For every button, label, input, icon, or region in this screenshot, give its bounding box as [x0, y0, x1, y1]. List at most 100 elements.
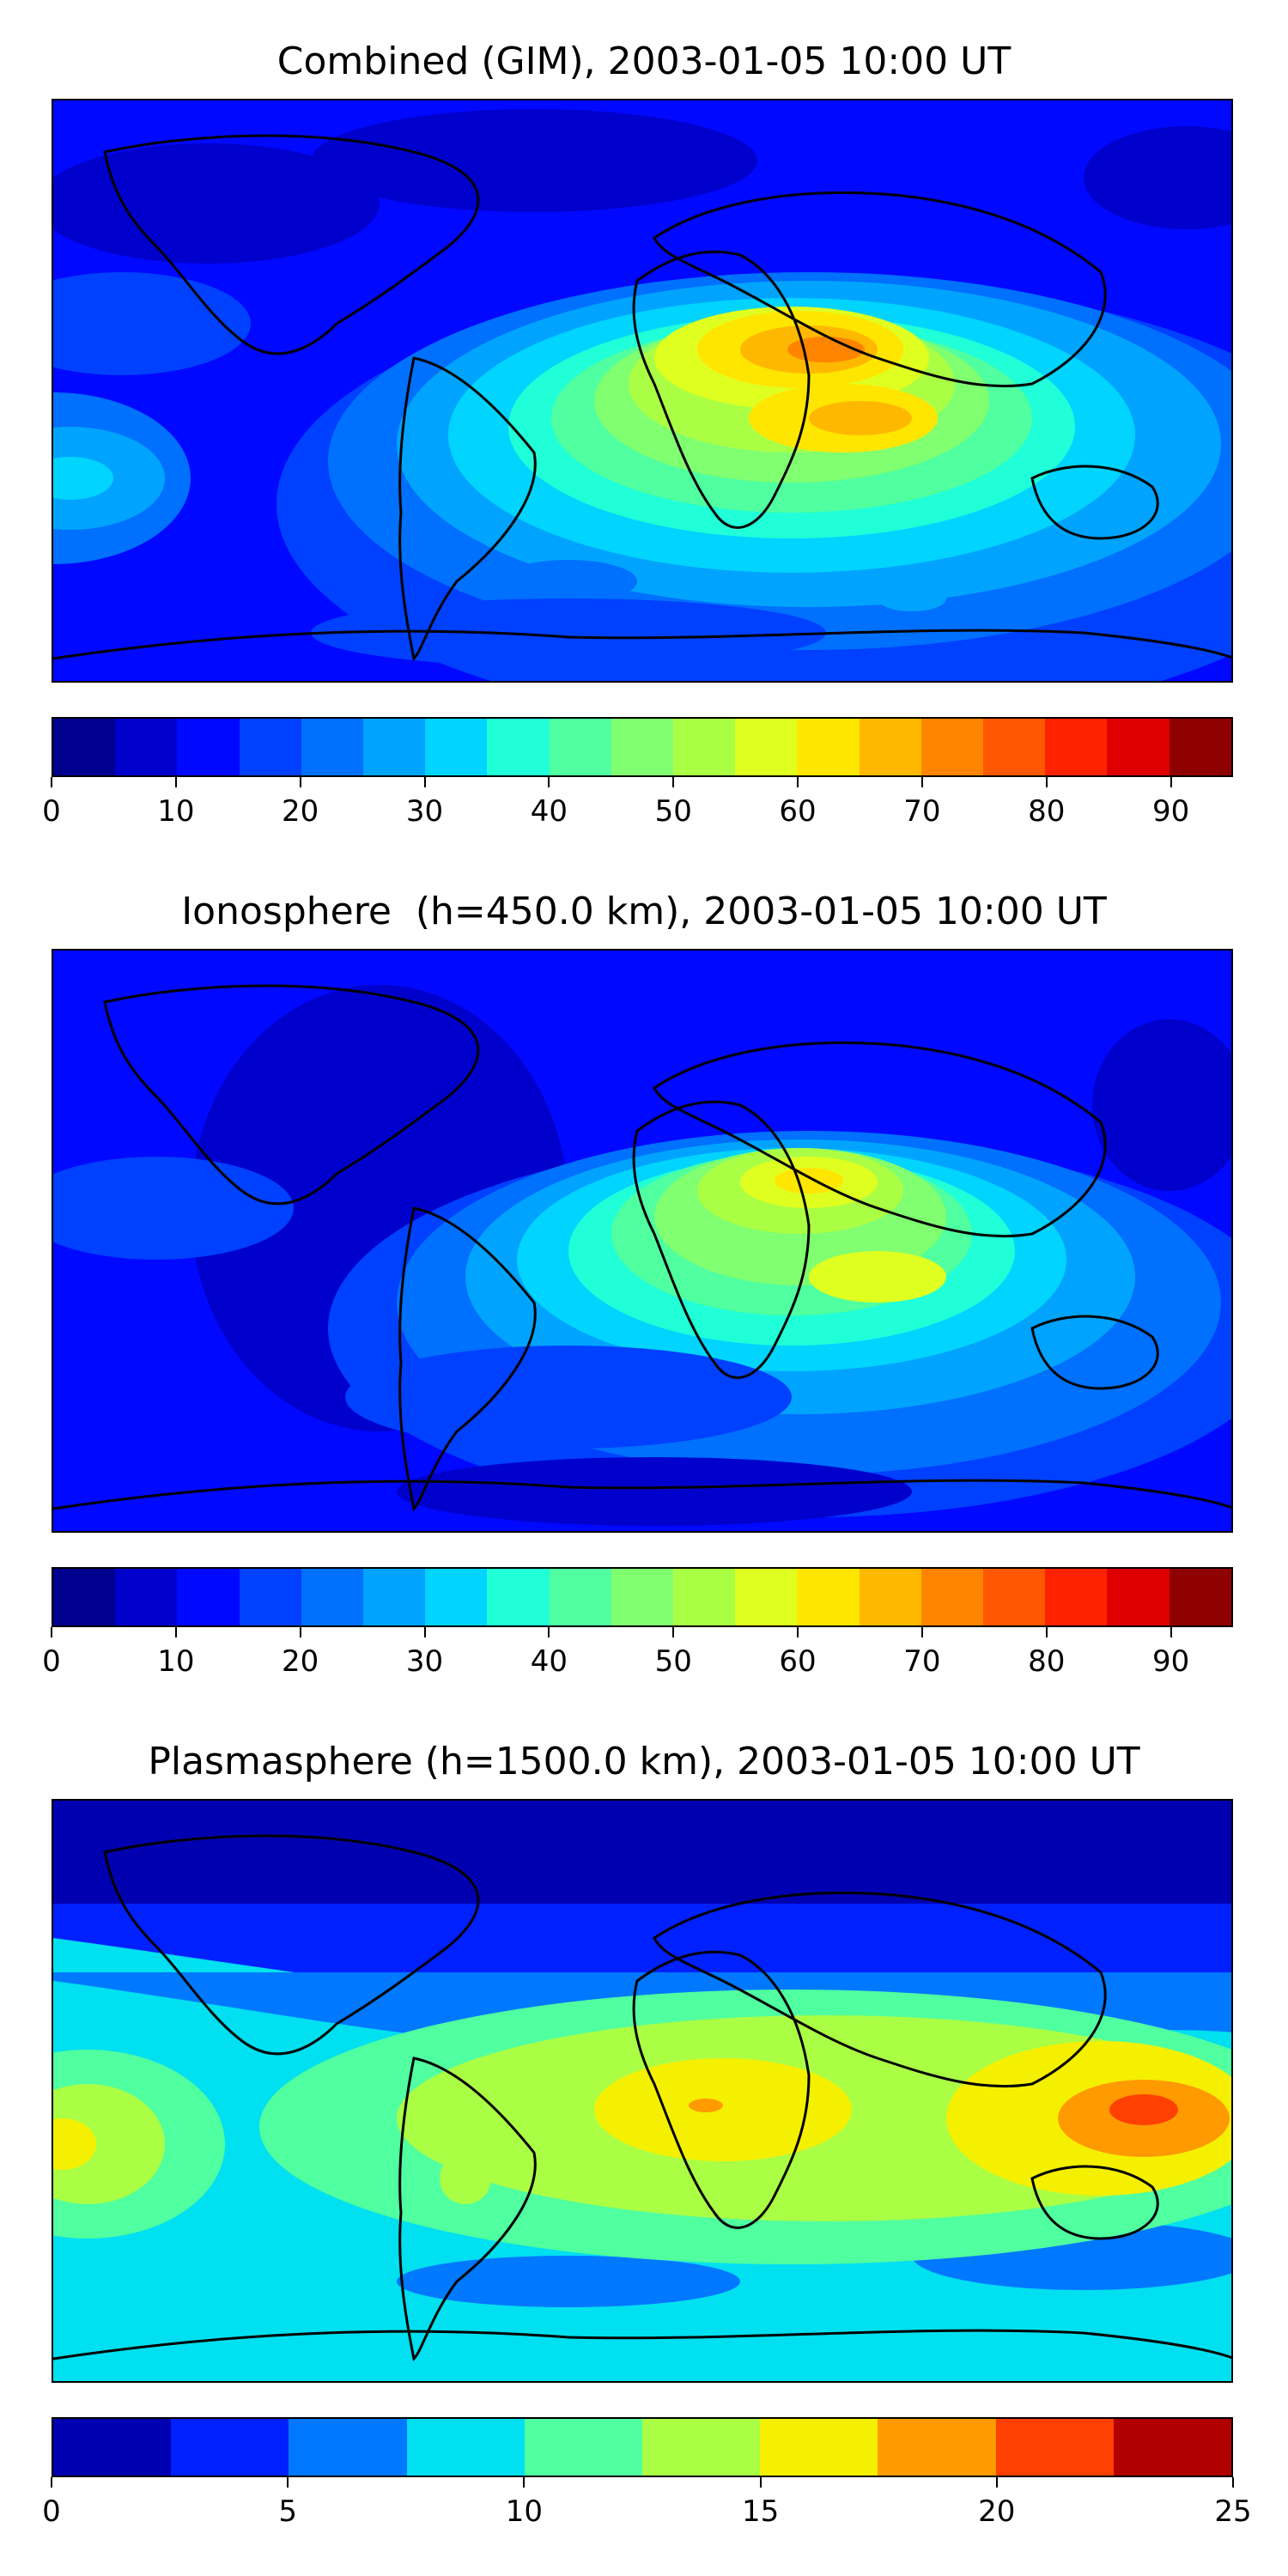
panel-2-map	[52, 949, 1233, 1533]
colorbar-tick	[548, 777, 550, 787]
colorbar-swatch	[859, 719, 921, 775]
colorbar-swatch	[1169, 719, 1231, 775]
panel-3-colorbar	[52, 2417, 1233, 2477]
colorbar-tick	[995, 2477, 998, 2488]
colorbar-swatch	[735, 1569, 798, 1625]
colorbar-tick-label: 80	[1028, 794, 1066, 829]
colorbar-swatch	[53, 1569, 116, 1625]
colorbar-tick	[1045, 777, 1048, 787]
colorbar-tick-label: 60	[779, 1644, 817, 1679]
colorbar-tick-label: 50	[654, 794, 692, 829]
colorbar-swatch	[1107, 1569, 1170, 1625]
colorbar-tick	[174, 1627, 177, 1637]
panel-2-colorbar	[52, 1567, 1233, 1627]
colorbar-swatch	[289, 2419, 407, 2476]
colorbar-swatch	[171, 2419, 289, 2476]
colorbar-swatch	[641, 2419, 761, 2476]
colorbar-tick	[523, 2477, 526, 2488]
colorbar-tick-label: 50	[654, 1644, 692, 1679]
colorbar-tick-label: 0	[42, 1644, 61, 1679]
panel-3-colorbar-ticks: 0 5 10 15 20 25	[42, 2477, 1252, 2529]
colorbar-tick	[672, 777, 675, 787]
colorbar-swatch	[983, 719, 1046, 775]
colorbar-swatch	[425, 1569, 488, 1625]
colorbar-tick	[548, 1627, 550, 1637]
colorbar-tick-label: 20	[978, 2494, 1016, 2529]
colorbar-swatch	[878, 2419, 996, 2476]
colorbar-swatch	[301, 719, 364, 775]
panel-3-coastlines	[53, 1834, 1231, 2362]
panel-1-colorbar	[52, 717, 1233, 777]
colorbar-tick	[51, 1627, 52, 1637]
colorbar-tick	[51, 2477, 52, 2488]
colorbar-tick	[797, 777, 799, 787]
colorbar-tick	[299, 777, 301, 787]
colorbar-swatch	[239, 1569, 301, 1625]
colorbar-tick	[672, 1627, 675, 1637]
colorbar-swatch	[487, 1569, 550, 1625]
colorbar-swatch	[53, 2419, 172, 2476]
colorbar-swatch	[1045, 1569, 1108, 1625]
colorbar-swatch	[797, 1569, 860, 1625]
colorbar-tick-label: 5	[278, 2494, 298, 2529]
colorbar-tick	[174, 777, 177, 787]
panel-1-coastlines	[53, 134, 1231, 662]
colorbar-tick-label: 40	[530, 1644, 568, 1679]
colorbar-tick	[1170, 777, 1172, 787]
colorbar-swatch	[797, 719, 860, 775]
colorbar-tick-label: 70	[903, 794, 941, 829]
colorbar-swatch	[611, 1569, 674, 1625]
colorbar-swatch	[406, 2419, 525, 2476]
colorbar-tick-label: 0	[42, 794, 61, 829]
colorbar-swatch	[487, 719, 550, 775]
colorbar-swatch	[859, 1569, 921, 1625]
colorbar-tick-label: 70	[903, 1644, 941, 1679]
colorbar-swatch	[115, 719, 178, 775]
colorbar-swatch	[53, 719, 116, 775]
colorbar-tick-label: 0	[42, 2494, 61, 2529]
colorbar-swatch	[673, 719, 736, 775]
colorbar-tick	[423, 777, 426, 787]
colorbar-swatch	[995, 2419, 1114, 2476]
colorbar-swatch	[549, 1569, 611, 1625]
colorbar-swatch	[983, 1569, 1046, 1625]
colorbar-swatch	[177, 1569, 240, 1625]
colorbar-swatch	[524, 2419, 642, 2476]
colorbar-tick-label: 90	[1151, 794, 1190, 829]
panel-2-contour-plot	[53, 951, 1231, 1531]
colorbar-tick	[1170, 1627, 1172, 1637]
colorbar-swatch	[1107, 719, 1170, 775]
colorbar-tick	[920, 1627, 923, 1637]
panel-1-title: Combined (GIM), 2003-01-05 10:00 UT	[276, 39, 1012, 83]
colorbar-tick	[759, 2477, 762, 2488]
colorbar-swatch	[735, 719, 798, 775]
colorbar-tick-label: 20	[282, 794, 319, 829]
colorbar-tick-label: 90	[1151, 1644, 1190, 1679]
colorbar-tick-label: 60	[779, 794, 817, 829]
panel-1-colorbar-ticks: 0 10 20 30 40 50 60 70 80 90	[42, 777, 1233, 829]
colorbar-tick-label: 25	[1214, 2494, 1252, 2529]
panel-2-title: Ionosphere (h=450.0 km), 2003-01-05 10:0…	[181, 890, 1107, 933]
colorbar-swatch	[239, 719, 301, 775]
colorbar-swatch	[363, 719, 426, 775]
panel-3-contour-plot	[53, 1801, 1231, 2381]
colorbar-swatch	[177, 719, 240, 775]
panel-1-map	[52, 99, 1233, 683]
colorbar-tick-label: 10	[157, 1644, 195, 1679]
colorbar-tick-label: 10	[157, 794, 195, 829]
colorbar-tick-label: 30	[405, 794, 444, 829]
colorbar-swatch	[115, 1569, 178, 1625]
colorbar-swatch	[611, 719, 674, 775]
colorbar-swatch	[920, 719, 984, 775]
panel-3-map	[52, 1799, 1233, 2383]
colorbar-tick-label: 20	[282, 1644, 319, 1679]
colorbar-tick	[51, 777, 52, 787]
colorbar-swatch	[301, 1569, 364, 1625]
colorbar-swatch	[1113, 2419, 1231, 2476]
colorbar-swatch	[673, 1569, 736, 1625]
colorbar-swatch	[920, 1569, 984, 1625]
colorbar-tick	[423, 1627, 426, 1637]
colorbar-tick	[1232, 2477, 1234, 2488]
colorbar-tick	[287, 2477, 289, 2488]
panel-1-contour-plot	[53, 100, 1231, 681]
